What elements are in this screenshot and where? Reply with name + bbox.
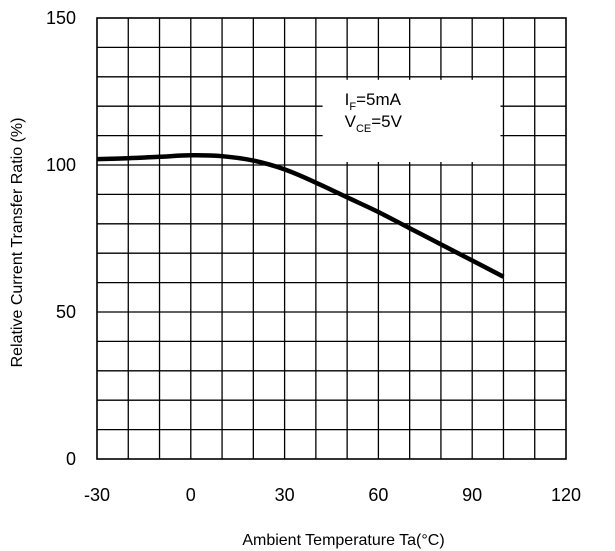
y-tick-label: 100: [46, 155, 76, 175]
y-tick-label: 0: [66, 449, 76, 469]
y-axis-title: Relative Current Transfer Ratio (%): [9, 118, 26, 368]
series-layer: [96, 153, 505, 279]
annotation-line-if: IF=5mA: [345, 90, 402, 113]
annotation-vce-value: =5V: [371, 112, 402, 131]
series-line: [96, 153, 505, 279]
annotation-if-main: I: [345, 90, 350, 109]
annotation-vce-main: V: [345, 112, 357, 131]
x-axis-title: Ambient Temperature Ta(°C): [242, 532, 444, 549]
x-tick-label: -30: [84, 485, 110, 505]
annotation-box: [322, 79, 501, 162]
annotation-vce-sub: CE: [356, 123, 371, 135]
annotation-if-sub: F: [349, 101, 356, 113]
x-tick-labels: -30 0 30 60 90 120: [84, 485, 581, 505]
x-tick-label: 60: [368, 485, 388, 505]
x-tick-label: 30: [275, 485, 295, 505]
y-tick-label: 50: [56, 302, 76, 322]
x-tick-label: 120: [551, 485, 581, 505]
annotation-if-value: =5mA: [356, 90, 402, 109]
annotation-line-vce: VCE=5V: [345, 112, 403, 135]
x-tick-label: 90: [462, 485, 482, 505]
y-tick-label: 150: [46, 8, 76, 28]
plot-frame: [96, 17, 567, 460]
x-tick-label: 0: [186, 485, 196, 505]
y-tick-labels: 0 50 100 150: [46, 8, 76, 469]
